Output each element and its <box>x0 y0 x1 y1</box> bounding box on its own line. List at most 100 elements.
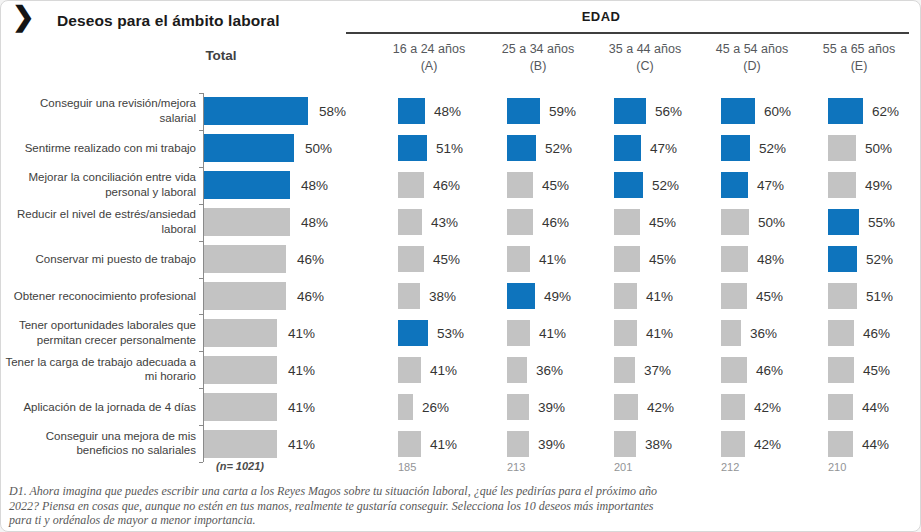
age-value-label: 41% <box>646 325 673 340</box>
total-bar <box>204 319 277 347</box>
total-bar <box>204 171 290 199</box>
question-footnote: D1. Ahora imagina que puedes escribir un… <box>9 484 657 528</box>
age-bar <box>507 135 536 161</box>
age-value-label: 42% <box>754 436 781 451</box>
total-value-label: 58% <box>319 104 346 119</box>
age-bar <box>614 357 635 383</box>
age-bar <box>828 283 857 309</box>
row-label: Conseguir una mejora de mis beneficios n… <box>3 429 196 458</box>
age-bar <box>398 246 424 272</box>
age-bar <box>507 357 527 383</box>
row-label: Mejorar la conciliación entre vida perso… <box>3 171 196 200</box>
age-bar <box>828 394 853 420</box>
axis-tick <box>199 167 203 168</box>
age-bar <box>614 394 638 420</box>
age-bar <box>507 431 529 457</box>
age-value-label: 42% <box>754 399 781 414</box>
age-bar <box>507 209 533 235</box>
row-label: Reducir el nivel de estrés/ansiedad labo… <box>3 207 196 236</box>
total-value-label: 48% <box>301 215 328 230</box>
column-base-size: 213 <box>507 461 525 473</box>
age-value-label: 44% <box>862 399 889 414</box>
age-bar <box>828 135 856 161</box>
column-base-size: 210 <box>828 461 846 473</box>
age-value-label: 52% <box>545 141 572 156</box>
chart-canvas: Conseguir una revisión/mejora salarial58… <box>1 1 921 532</box>
age-column-header: 55 a 65 años (E) <box>821 41 897 74</box>
age-value-label: 38% <box>645 436 672 451</box>
row-label: Obtener reconocimiento profesional <box>3 289 196 304</box>
age-value-label: 48% <box>434 104 461 119</box>
age-value-label: 46% <box>542 215 569 230</box>
age-value-label: 59% <box>549 104 576 119</box>
column-base-size: 212 <box>721 461 739 473</box>
total-bar <box>204 430 277 458</box>
age-value-label: 41% <box>430 362 457 377</box>
total-value-label: 41% <box>288 362 315 377</box>
age-value-label: 41% <box>539 252 566 267</box>
age-bar <box>721 98 755 124</box>
age-bar <box>398 135 427 161</box>
age-bar <box>614 283 637 309</box>
age-value-label: 39% <box>538 399 565 414</box>
age-column-header: 16 a 24 años (A) <box>391 41 467 74</box>
axis-tick <box>199 204 203 205</box>
age-bar <box>721 135 750 161</box>
axis-tick <box>199 314 203 315</box>
age-value-label: 49% <box>544 288 571 303</box>
age-value-label: 51% <box>436 141 463 156</box>
age-column-header: 45 a 54 años (D) <box>714 41 790 74</box>
age-bar <box>721 209 749 235</box>
age-value-label: 45% <box>433 252 460 267</box>
age-value-label: 43% <box>431 215 458 230</box>
age-value-label: 45% <box>649 252 676 267</box>
age-bar <box>721 283 747 309</box>
age-value-label: 41% <box>430 436 457 451</box>
age-value-label: 41% <box>539 325 566 340</box>
age-bar <box>507 246 530 272</box>
age-bar <box>828 357 854 383</box>
total-bar <box>204 134 294 162</box>
total-value-label: 41% <box>288 436 315 451</box>
row-label: Sentirme realizado con mi trabajo <box>3 141 196 156</box>
age-bar <box>614 172 643 198</box>
age-bar <box>828 172 856 198</box>
total-value-label: 41% <box>288 399 315 414</box>
age-value-label: 46% <box>863 325 890 340</box>
age-bar <box>507 283 535 309</box>
total-bar <box>204 97 308 125</box>
age-value-label: 46% <box>756 362 783 377</box>
axis-tick <box>199 388 203 389</box>
total-bar <box>204 356 277 384</box>
age-value-label: 60% <box>764 104 791 119</box>
age-value-label: 49% <box>865 178 892 193</box>
age-value-label: 52% <box>759 141 786 156</box>
age-bar <box>507 172 533 198</box>
column-base-size: 185 <box>398 461 416 473</box>
age-column-header: 35 a 44 años (C) <box>607 41 683 74</box>
age-bar <box>614 246 640 272</box>
total-bar <box>204 393 277 421</box>
age-value-label: 46% <box>433 178 460 193</box>
age-bar <box>614 209 640 235</box>
age-value-label: 26% <box>422 399 449 414</box>
axis-tick <box>199 241 203 242</box>
total-value-label: 46% <box>297 252 324 267</box>
age-bar <box>721 357 747 383</box>
total-base-label: (n= 1021) <box>216 460 264 472</box>
age-bar <box>614 135 641 161</box>
age-bar <box>828 246 857 272</box>
age-bar <box>721 394 745 420</box>
age-value-label: 56% <box>655 104 682 119</box>
age-value-label: 44% <box>862 436 889 451</box>
age-value-label: 52% <box>652 178 679 193</box>
age-column-header: 25 a 34 años (B) <box>500 41 576 74</box>
age-value-label: 45% <box>863 362 890 377</box>
age-bar <box>398 357 421 383</box>
age-bar <box>398 172 424 198</box>
age-value-label: 45% <box>756 288 783 303</box>
age-bar <box>828 209 859 235</box>
age-bar <box>721 172 748 198</box>
age-bar <box>398 431 421 457</box>
age-bar <box>614 98 646 124</box>
